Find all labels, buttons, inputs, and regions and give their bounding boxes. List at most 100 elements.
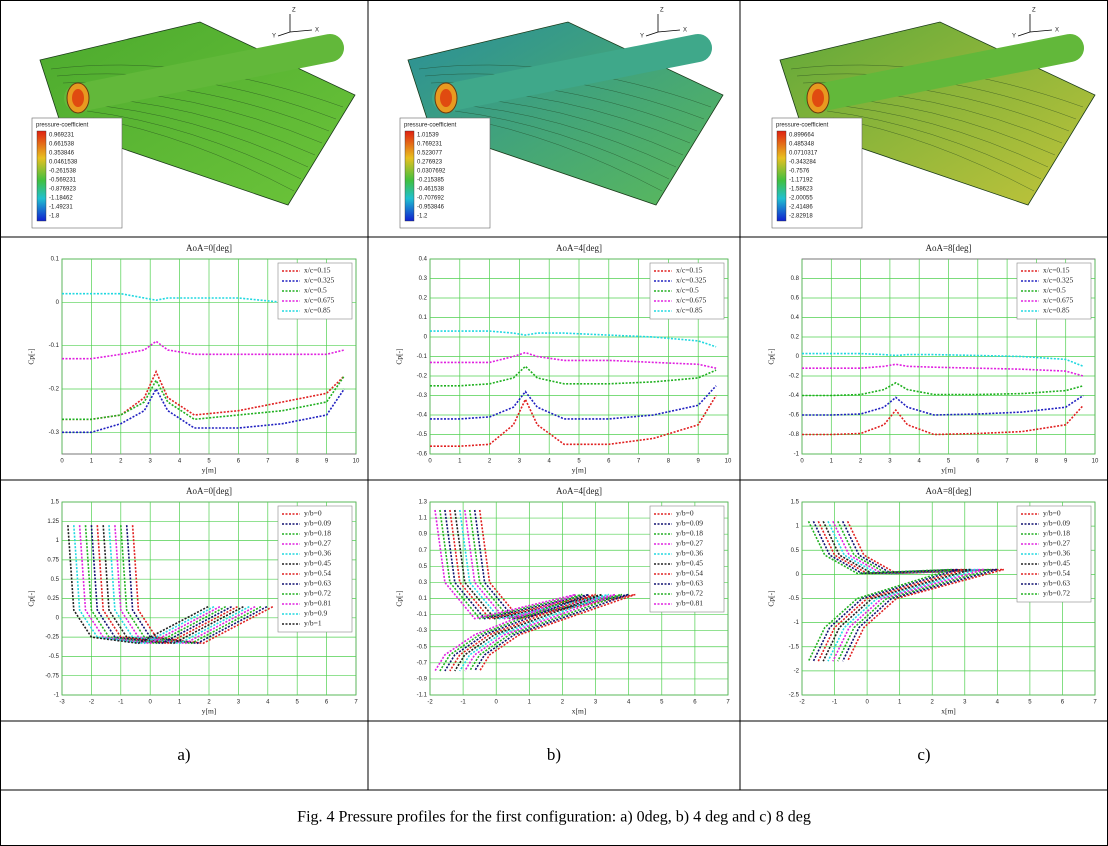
legend-label: y/b=0.63 xyxy=(1043,579,1070,588)
legend-title: pressure-coefficient xyxy=(36,123,89,129)
y-axis-label: Cp[-] xyxy=(395,348,404,364)
legend-label: -1.49231 xyxy=(49,205,73,211)
legend-label: x/c=0.85 xyxy=(676,306,703,315)
legend-label: -2.82918 xyxy=(789,214,813,220)
legend-label: x/c=0.15 xyxy=(676,266,703,275)
y-tick-label: -0.3 xyxy=(49,430,60,436)
x-tick-label: 9 xyxy=(697,459,701,465)
color-bar xyxy=(37,131,46,221)
y-tick-label: 1.5 xyxy=(791,500,800,506)
y-axis-label: Cp[-] xyxy=(395,590,404,606)
x-tick-label: 7 xyxy=(1005,459,1009,465)
y-tick-label: 0.5 xyxy=(51,577,60,583)
legend-label: y/b=0.18 xyxy=(304,529,331,538)
y-tick-label: -0.1 xyxy=(417,354,428,360)
legend-label: x/c=0.5 xyxy=(304,286,327,295)
legend-label: -0.569231 xyxy=(49,178,77,184)
x-tick-label: 4 xyxy=(548,459,552,465)
y-tick-label: -1.5 xyxy=(789,644,800,650)
legend-label: -0.707692 xyxy=(417,196,445,202)
x-tick-label: 1 xyxy=(178,700,182,706)
x-tick-label: 9 xyxy=(1064,459,1068,465)
legend-label: y/b=0.81 xyxy=(304,599,331,608)
y-tick-label: 0 xyxy=(796,572,800,578)
x-tick-label: -1 xyxy=(832,700,838,706)
legend-label: y/b=0.45 xyxy=(304,559,331,568)
y-tick-label: -0.4 xyxy=(789,393,800,399)
x-tick-label: 5 xyxy=(577,459,581,465)
y-tick-label: -0.3 xyxy=(417,393,428,399)
x-tick-label: 6 xyxy=(325,700,329,706)
y-tick-label: -0.2 xyxy=(789,374,800,380)
y-tick-label: -0.1 xyxy=(49,343,60,349)
x-tick-label: 2 xyxy=(931,700,935,706)
x-tick-label: 1 xyxy=(830,459,834,465)
y-tick-label: 0.5 xyxy=(419,564,428,570)
y-tick-label: 0.4 xyxy=(419,257,428,263)
y-tick-label: 1.1 xyxy=(419,516,428,522)
axis-y xyxy=(646,32,658,36)
chart-title: AoA=4[deg] xyxy=(556,243,602,253)
y-tick-label: -0.5 xyxy=(417,644,428,650)
x-tick-label: -2 xyxy=(427,700,433,706)
axis-label: X xyxy=(683,28,687,34)
y-tick-label: -1 xyxy=(794,620,800,626)
x-axis-label: y[m] xyxy=(202,707,217,716)
legend-label: x/c=0.325 xyxy=(1043,276,1074,285)
x-tick-label: 4 xyxy=(178,459,182,465)
x-tick-label: 4 xyxy=(627,700,631,706)
x-tick-label: 10 xyxy=(353,459,360,465)
y-tick-label: 0.8 xyxy=(791,276,800,282)
x-tick-label: 3 xyxy=(149,459,153,465)
y-tick-label: 0.7 xyxy=(419,548,428,554)
legend-label: y/b=0.36 xyxy=(676,549,703,558)
y-tick-label: -1 xyxy=(54,693,60,699)
y-tick-label: 1 xyxy=(56,538,60,544)
legend-label: 0.899664 xyxy=(789,133,815,139)
legend-title: pressure-coefficient xyxy=(404,123,457,129)
y-tick-label: -0.25 xyxy=(45,635,59,641)
y-tick-label: 0.5 xyxy=(791,548,800,554)
x-tick-label: 7 xyxy=(726,700,730,706)
legend-title: pressure-coefficient xyxy=(776,123,829,129)
x-tick-label: 2 xyxy=(859,459,863,465)
y-tick-label: -0.9 xyxy=(417,676,428,682)
x-tick-label: 5 xyxy=(660,700,664,706)
y-tick-label: 0.3 xyxy=(419,276,428,282)
legend-label: y/b=0.36 xyxy=(1043,549,1070,558)
y-axis-label: Cp[-] xyxy=(767,348,776,364)
x-tick-label: 5 xyxy=(1028,700,1032,706)
x-axis-label: x[m] xyxy=(572,707,587,716)
legend-label: 0.0710317 xyxy=(789,151,818,157)
x-tick-label: 8 xyxy=(296,459,300,465)
x-tick-label: 6 xyxy=(693,700,697,706)
x-tick-label: 1 xyxy=(898,700,902,706)
axis-label: Z xyxy=(660,8,664,14)
x-tick-label: 4 xyxy=(266,700,270,706)
axis-label: X xyxy=(315,28,319,34)
x-tick-label: 0 xyxy=(800,459,804,465)
x-tick-label: 0 xyxy=(495,700,499,706)
legend-label: 0.969231 xyxy=(49,133,75,139)
legend-label: -0.215385 xyxy=(417,178,445,184)
x-tick-label: 5 xyxy=(296,700,300,706)
x-tick-label: 2 xyxy=(119,459,123,465)
legend-label: 0.276923 xyxy=(417,160,443,166)
x-tick-label: 0 xyxy=(865,700,869,706)
legend-label: y/b=0.45 xyxy=(1043,559,1070,568)
x-tick-label: 7 xyxy=(266,459,270,465)
legend-label: x/c=0.325 xyxy=(304,276,335,285)
legend-label: -1.2 xyxy=(417,214,428,220)
legend-label: -0.261538 xyxy=(49,169,77,175)
x-tick-label: 5 xyxy=(207,459,211,465)
legend-label: y/b=0.45 xyxy=(676,559,703,568)
y-tick-label: -0.7 xyxy=(417,660,428,666)
y-tick-label: 1.25 xyxy=(47,519,59,525)
y-tick-label: 1.3 xyxy=(419,500,428,506)
panel-label: c) xyxy=(917,745,930,764)
x-tick-label: 8 xyxy=(1035,459,1039,465)
axis-label: Y xyxy=(640,34,644,40)
legend-label: x/c=0.15 xyxy=(1043,266,1070,275)
legend-label: y/b=0.54 xyxy=(304,569,331,578)
legend-label: 0.353846 xyxy=(49,151,75,157)
